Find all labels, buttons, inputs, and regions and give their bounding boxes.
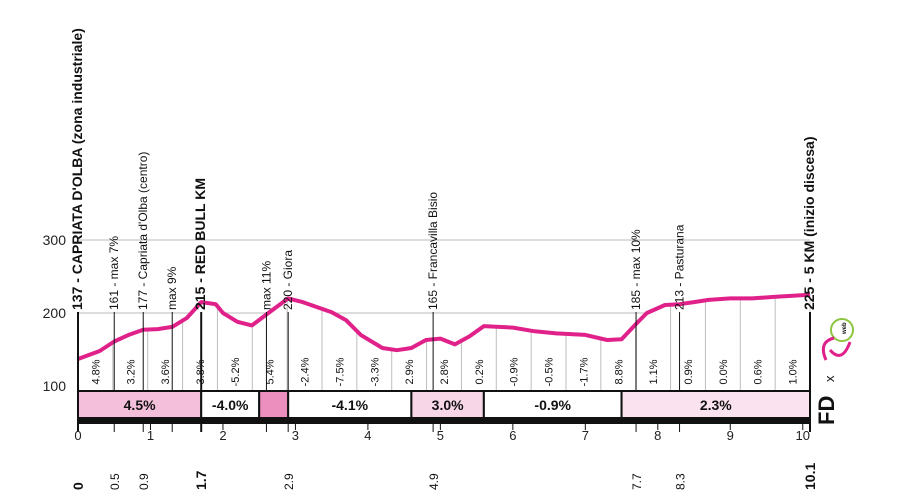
- waypoint-label: 225 - 5 KM (inizio discesa): [801, 137, 817, 311]
- x-tick-label: 3: [292, 428, 299, 443]
- waypoint-km-label: 8.3: [674, 473, 688, 490]
- waypoint-label: 161 - max 7%: [107, 236, 121, 310]
- profile-line: [77, 292, 811, 361]
- y-tick-label: 300: [43, 232, 67, 248]
- waypoint-km-label: 0: [70, 482, 86, 490]
- gradient-label: 0.9%: [683, 359, 695, 384]
- waypoint-km-label: 7.7: [630, 473, 644, 490]
- waypoint-km-label: 0.9: [137, 473, 151, 490]
- waypoint-markers: 137 - CAPRIATA D'OLBA (zona industriale)…: [69, 28, 817, 432]
- x-tick-label: 6: [509, 428, 516, 443]
- logo-circle-icon: [830, 318, 854, 342]
- segment-block: [620, 390, 811, 419]
- logo-x: x: [822, 375, 837, 382]
- gradient-label: -3.3%: [369, 357, 381, 386]
- waypoint-label: 177 - Capriata d'Olba (centro): [136, 152, 150, 310]
- y-tick-label: 100: [43, 378, 67, 394]
- x-tick-label: 7: [582, 428, 589, 443]
- gradient-label: 3.2%: [125, 359, 137, 384]
- segment-gradient-label: 3.0%: [432, 397, 464, 413]
- segment-gradient-label: -4.0%: [212, 397, 249, 413]
- profile-layer: [77, 292, 811, 393]
- waypoint-km-labels: 0 0.5 0.9 1.7 2.9 4.9 7.7 8.3 10.1: [70, 463, 818, 490]
- waypoint-label: 215 - RED BULL KM: [192, 178, 208, 310]
- waypoint-label: max 11%: [259, 261, 273, 310]
- gradient-segment-bar: 4.5% -4.0% -4.1% 3.0% -0.9% 2.3%: [77, 390, 811, 424]
- waypoint-label: 220 - Giora: [281, 250, 295, 310]
- gradient-label: 1.0%: [788, 359, 800, 384]
- waypoint-label: max 9%: [165, 266, 179, 310]
- logo-web-text: web: [842, 322, 848, 335]
- gradient-label: 3.8%: [195, 359, 207, 384]
- x-tick-label: 1: [147, 428, 154, 443]
- gradient-label: 8.8%: [613, 359, 625, 384]
- segment-block: [410, 390, 485, 419]
- gradient-label: -0.9%: [509, 357, 521, 386]
- gradient-label: 3.6%: [160, 359, 172, 384]
- gradient-label: -5.2%: [230, 357, 242, 386]
- waypoint-label: 137 - CAPRIATA D'OLBA (zona industriale): [69, 28, 85, 310]
- gradient-label: 0.6%: [753, 359, 765, 384]
- waypoint-label: 185 - max 10%: [629, 229, 643, 310]
- gradient-label: -0.5%: [544, 357, 556, 386]
- gradient-label: 0.2%: [474, 359, 486, 384]
- gradient-label: 2.8%: [439, 359, 451, 384]
- logo-swoosh-icon: [821, 336, 852, 361]
- x-tick-label: 8: [654, 428, 661, 443]
- segment-block: [258, 390, 290, 419]
- x-tick-label: 2: [219, 428, 226, 443]
- segment-base-band: [78, 419, 810, 424]
- waypoint-km-label: 1.7: [193, 470, 209, 490]
- gradient-label: -2.4%: [300, 357, 312, 386]
- section-gradient-labels: 4.8% 3.2% 3.6% 3.8% -5.2% 5.4% -2.4% -7.5% -3.3%…: [90, 357, 799, 386]
- gradient-label: 0.0%: [718, 359, 730, 384]
- gradient-label: -7.5%: [334, 357, 346, 386]
- x-axis: 0 1 2 3 4 5 6 7 8 9 10: [74, 424, 810, 443]
- gradient-label: 1.1%: [648, 359, 660, 384]
- x-tick-label: 4: [364, 428, 371, 443]
- brand-logo: FD x web: [814, 318, 854, 425]
- y-axis: 100 200 300: [43, 232, 67, 394]
- x-tick-label: 10: [796, 428, 810, 443]
- x-tick-label: 0: [74, 428, 81, 443]
- x-tick-label: 9: [727, 428, 734, 443]
- segment-block: [200, 390, 261, 419]
- gradient-label: 4.8%: [90, 359, 102, 384]
- segment-block: [77, 390, 203, 419]
- waypoint-km-label: 4.9: [427, 473, 441, 490]
- gradient-label: 5.4%: [265, 359, 277, 384]
- x-tick-label: 5: [437, 428, 444, 443]
- y-tick-label: 200: [43, 305, 67, 321]
- segment-block: [482, 390, 623, 419]
- segment-gradient-label: 4.5%: [124, 397, 156, 413]
- segment-gradient-label: -0.9%: [534, 397, 571, 413]
- segment-gradient-label: 2.3%: [700, 397, 732, 413]
- segment-gradient-label: -4.1%: [331, 397, 368, 413]
- waypoint-label: 165 - Francavilla Bisio: [426, 192, 440, 310]
- waypoint-km-label: 10.1: [802, 463, 818, 490]
- gradient-label: 2.9%: [404, 359, 416, 384]
- waypoint-label: 213 - Pasturana: [673, 224, 687, 310]
- gradient-label: -1.7%: [578, 357, 590, 386]
- logo-text-fd: FD: [814, 396, 839, 425]
- waypoint-km-label: 2.9: [282, 473, 296, 490]
- waypoint-km-label: 0.5: [108, 473, 122, 490]
